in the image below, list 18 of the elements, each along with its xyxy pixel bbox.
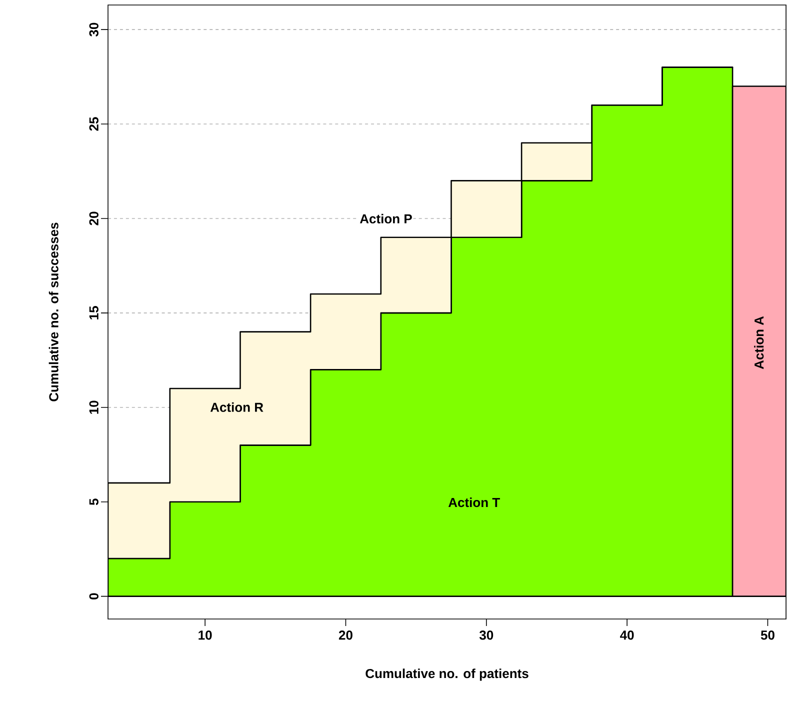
x-tick-label: 20 — [338, 630, 352, 640]
y-tick-label: 25 — [89, 117, 98, 131]
series-label: Action R — [210, 402, 264, 412]
x-tick-label: 30 — [479, 630, 494, 640]
y-tick-label: 30 — [89, 22, 98, 36]
x-tick-label: 50 — [760, 630, 774, 640]
annotation: Action P — [360, 214, 412, 224]
y-tick-label: 0 — [89, 593, 98, 600]
x-axis-title: Cumulative no. of patients — [366, 668, 528, 681]
y-tick-label: 10 — [89, 400, 98, 414]
y-tick-label: 15 — [89, 306, 98, 320]
y-tick-label: 5 — [89, 498, 98, 506]
x-tick-label: 40 — [620, 630, 634, 640]
series-label: Action T — [448, 498, 500, 508]
x-tick-label: 10 — [198, 630, 212, 640]
series-label: Action A — [754, 316, 764, 370]
y-axis-title: Cumulative no. of successes — [48, 222, 58, 402]
y-tick-label: 20 — [89, 212, 98, 226]
